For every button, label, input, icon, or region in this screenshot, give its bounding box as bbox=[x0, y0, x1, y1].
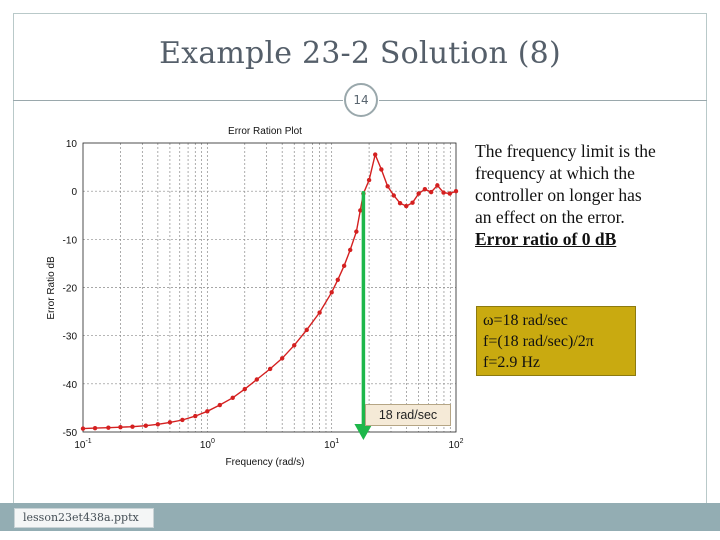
data-point bbox=[230, 395, 235, 401]
x-tick-label: 101 bbox=[324, 438, 339, 451]
data-point bbox=[404, 203, 409, 209]
x-tick-label: 102 bbox=[448, 438, 463, 451]
frequency-calc-box: ω=18 rad/sec f=(18 rad/sec)/2π f=2.9 Hz bbox=[476, 306, 636, 376]
data-point bbox=[254, 377, 260, 382]
calc-line-formula: f=(18 rad/sec)/2π bbox=[483, 333, 594, 350]
data-point bbox=[304, 327, 309, 333]
data-point bbox=[205, 409, 210, 414]
y-tick-label: -20 bbox=[63, 284, 78, 295]
title-divider-right bbox=[379, 100, 707, 101]
data-point bbox=[341, 263, 347, 269]
data-point bbox=[92, 425, 98, 431]
plot-title: Error Ration Plot bbox=[228, 126, 302, 137]
data-point bbox=[441, 190, 446, 195]
data-point bbox=[80, 426, 86, 431]
data-point bbox=[447, 191, 452, 196]
x-tick-label: 10-1 bbox=[74, 438, 91, 451]
calc-line-omega: ω=18 rad/sec bbox=[483, 312, 568, 329]
y-tick-label: 10 bbox=[66, 139, 78, 150]
calc-line-result: f=2.9 Hz bbox=[483, 354, 541, 371]
y-tick-label: -10 bbox=[63, 235, 78, 246]
data-point bbox=[155, 422, 161, 427]
title-divider-left bbox=[13, 100, 343, 101]
data-point bbox=[354, 229, 359, 234]
data-point bbox=[416, 191, 421, 196]
data-point bbox=[422, 187, 428, 192]
error-ratio-series bbox=[80, 152, 459, 431]
x-axis-label: Frequency (rad/s) bbox=[226, 457, 305, 468]
data-point bbox=[242, 386, 247, 392]
data-point bbox=[453, 188, 459, 194]
data-point bbox=[118, 424, 123, 430]
slide-number-badge: 14 bbox=[344, 83, 378, 117]
y-tick-label: -40 bbox=[63, 380, 78, 391]
explanation-text: The frequency limit is the frequency at … bbox=[475, 140, 700, 250]
data-point bbox=[292, 343, 297, 348]
data-point bbox=[366, 177, 372, 183]
data-point bbox=[373, 152, 378, 157]
data-point bbox=[397, 201, 403, 206]
data-point bbox=[385, 184, 390, 189]
data-point bbox=[279, 356, 285, 361]
data-point bbox=[335, 277, 340, 282]
data-point bbox=[106, 425, 111, 430]
y-axis-label: Error Ratio dB bbox=[46, 256, 57, 320]
explanation-line: an effect on the error. bbox=[475, 207, 625, 227]
explanation-line: frequency at which the bbox=[475, 163, 635, 183]
arrow-head bbox=[354, 424, 373, 440]
footer-filename: lesson23et438a.pptx bbox=[14, 508, 154, 528]
y-tick-label: 0 bbox=[71, 187, 77, 198]
data-point bbox=[217, 402, 223, 408]
data-point bbox=[435, 183, 440, 188]
y-tick-label: -30 bbox=[63, 332, 78, 343]
plot-axes-box bbox=[82, 142, 457, 433]
explanation-line: controller on longer has bbox=[475, 185, 642, 205]
data-point bbox=[267, 366, 273, 372]
explanation-emphasis: Error ratio of 0 dB bbox=[475, 229, 617, 249]
explanation-line: The frequency limit is the bbox=[475, 141, 656, 161]
data-point bbox=[143, 423, 149, 428]
data-point bbox=[329, 290, 334, 295]
data-point bbox=[348, 247, 353, 253]
plot-grid bbox=[83, 143, 456, 432]
data-point bbox=[428, 189, 434, 195]
data-point bbox=[180, 417, 185, 423]
x-tick-label: 100 bbox=[200, 438, 215, 451]
data-point bbox=[167, 420, 173, 425]
data-point bbox=[193, 413, 198, 419]
data-point bbox=[379, 167, 384, 172]
series-line bbox=[82, 152, 457, 430]
data-point bbox=[358, 208, 363, 213]
data-point bbox=[317, 310, 322, 315]
data-point bbox=[410, 200, 415, 205]
data-point bbox=[130, 424, 135, 429]
data-point bbox=[391, 193, 396, 198]
y-tick-label: -50 bbox=[63, 428, 78, 439]
slide-title: Example 23-2 Solution (8) bbox=[159, 36, 561, 71]
frequency-annotation-label: 18 rad/sec bbox=[365, 404, 451, 426]
frequency-arrow bbox=[354, 191, 373, 440]
